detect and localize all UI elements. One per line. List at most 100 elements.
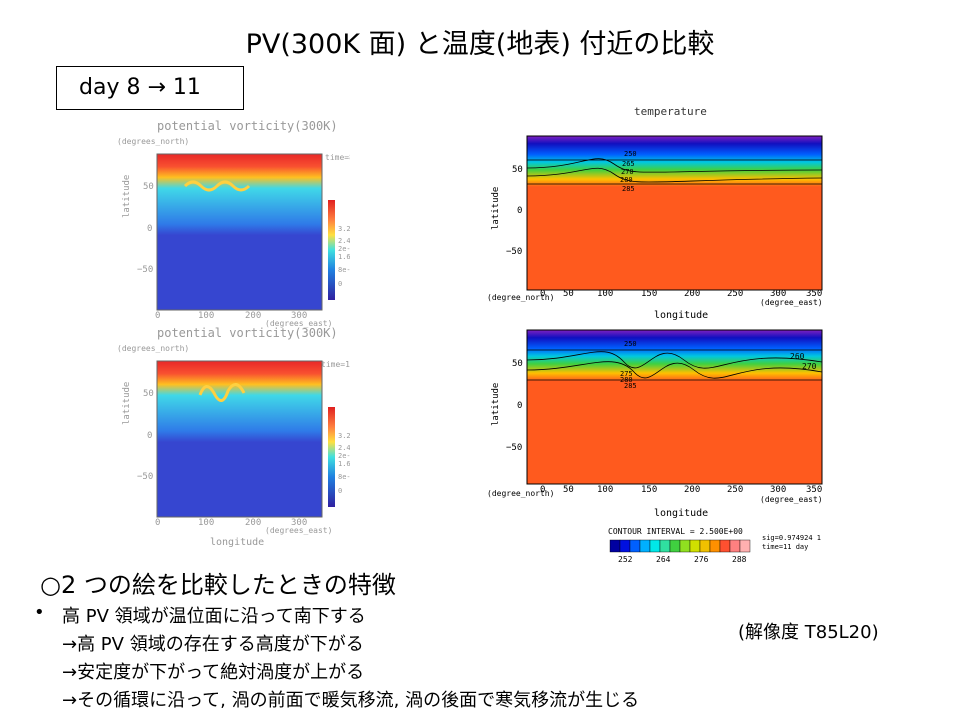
pv-plot-day11-svg: potential vorticity(300K) (degrees_north… <box>117 326 374 548</box>
temp-label: 285 <box>624 382 637 390</box>
colorbar-swatch <box>669 539 681 553</box>
summary-line-3: →安定度が下がって絶対渦度が上がる <box>62 662 365 683</box>
colorbar-swatch <box>629 539 641 553</box>
temp-ytick-0: 0 <box>517 206 522 216</box>
pv-frame <box>156 360 323 518</box>
pv-cbar-5: 8e-7 <box>338 473 350 481</box>
temperature-plot-bottom-svg: 250 260 270 275 280 285 latitude 50 0 −5… <box>487 329 823 519</box>
temp-xunit: (degree_east) <box>760 298 823 307</box>
colorbar-swatch <box>639 539 651 553</box>
temp-contours <box>526 349 823 381</box>
pv-ytick-0: 0 <box>147 224 152 234</box>
colorbar-sig: sig=0.974924 1 <box>762 534 821 542</box>
pv-cbar-1: 3.2e-6 <box>338 225 350 233</box>
bullet-mark: • <box>34 602 45 623</box>
pv-plot-day11: potential vorticity(300K) (degrees_north… <box>115 325 374 548</box>
temp-ytick-0: 0 <box>517 401 522 411</box>
temp-label: 270 <box>802 362 817 371</box>
colorbar-time: time=11 day <box>762 543 808 551</box>
pv-ytick-50: 50 <box>143 389 154 399</box>
pv-cbar-3: 2e-6 <box>338 245 350 253</box>
colorbar-swatch <box>689 539 701 553</box>
pv-ytick-50: 50 <box>143 182 154 192</box>
pv-cbar-3: 2e-6 <box>338 452 350 460</box>
temp-yunit: (degree_north) <box>487 489 554 498</box>
temp-ytick-50: 50 <box>512 165 523 175</box>
pv-ylabel: latitude <box>122 382 132 425</box>
pv-title: potential vorticity(300K) <box>157 326 338 340</box>
colorbar-swatch <box>739 539 751 553</box>
temp-label: 250 <box>624 340 637 348</box>
pv-time: time=11 day <box>321 360 350 369</box>
pv-xunit: (degrees_east) <box>265 319 332 328</box>
pv-ytick-m50: −50 <box>137 265 153 275</box>
temp-xtick: 50 <box>563 485 574 495</box>
pv-xtick-100: 100 <box>198 311 214 321</box>
temp-ytick-m50: −50 <box>506 247 522 257</box>
pv-wave <box>183 180 251 192</box>
temp-xtick: 100 <box>597 289 613 299</box>
contour-interval: CONTOUR INTERVAL = 2.500E+00 <box>608 527 743 536</box>
temp-xtick: 0 <box>540 289 545 299</box>
colorbar-swatch <box>719 539 731 553</box>
pv-cbar-6: 0 <box>338 280 342 288</box>
temp-label: 285 <box>622 185 635 193</box>
pv-xtick-0: 0 <box>155 518 160 528</box>
colorbar-swatch <box>699 539 711 553</box>
summary-line-4: →その循環に沿って, 渦の前面で暖気移流, 渦の後面で寒気移流が生じる <box>62 690 640 711</box>
pv-xtick-0: 0 <box>155 311 160 321</box>
temp-label: 280 <box>620 176 633 184</box>
pv-title: potential vorticity(300K) <box>157 119 338 133</box>
temperature-plot-top: temperature 250 265 270 280 285 latitude… <box>484 100 840 325</box>
temp-yunit: (degree_north) <box>487 293 554 302</box>
temp-frame <box>526 329 823 485</box>
temp-xtick: 50 <box>563 289 574 299</box>
pv-ytick-0: 0 <box>147 431 152 441</box>
pv-yunit: (degrees_north) <box>117 344 189 353</box>
colorbar-label: 276 <box>694 555 709 564</box>
pv-ytick-m50: −50 <box>137 472 153 482</box>
temp-ytick-m50: −50 <box>506 443 522 453</box>
temp-label: 280 <box>620 376 633 384</box>
temp-label: 265 <box>622 160 635 168</box>
temp-xtick: 350 <box>806 289 822 299</box>
summary-line-1: 高 PV 領域が温位面に沿って南下する <box>62 606 366 627</box>
temp-xtick: 100 <box>597 485 613 495</box>
pv-xtick-200: 200 <box>245 518 261 528</box>
temp-field <box>527 330 822 484</box>
temperature-plot-bottom: 250 260 270 275 280 285 latitude 50 0 −5… <box>484 326 840 522</box>
pv-field <box>157 361 322 517</box>
pv-xtick-200: 200 <box>245 311 261 321</box>
temp-xlabel: longitude <box>654 508 708 519</box>
pv-time: time=8 day <box>325 153 350 162</box>
pv-field <box>157 154 322 310</box>
colorbar-label: 252 <box>618 555 633 564</box>
colorbar-swatch <box>679 539 691 553</box>
pv-ylabel: latitude <box>122 175 132 218</box>
pv-colorbar <box>328 407 335 507</box>
temp-xtick: 0 <box>540 485 545 495</box>
pv-xunit: (degrees_east) <box>265 526 332 535</box>
pv-cbar-2: 2.4e-6 <box>338 444 350 452</box>
temp-ylabel: latitude <box>491 383 501 426</box>
pv-wave <box>198 383 246 402</box>
pv-cbar-5: 8e-7 <box>338 266 350 274</box>
temp-frame <box>526 135 823 291</box>
pv-yunit: (degrees_north) <box>117 137 189 146</box>
pv-xlabel: longitude <box>210 537 264 547</box>
temp-field <box>527 136 822 290</box>
pv-cbar-1: 3.2e-6 <box>338 432 350 440</box>
temp-xtick: 150 <box>641 485 657 495</box>
temp-label: 275 <box>620 370 633 378</box>
slide-title: PV(300K 面) と温度(地表) 付近の比較 <box>245 29 715 60</box>
pv-xtick-300: 300 <box>291 311 307 321</box>
temp-xunit: (degree_east) <box>760 495 823 504</box>
temperature-colorbar-svg: CONTOUR INTERVAL = 2.500E+00 sig=0.97492… <box>608 527 821 564</box>
temp-ylabel: latitude <box>491 187 501 230</box>
temp-xtick: 200 <box>684 289 700 299</box>
pv-frame <box>156 153 323 311</box>
colorbar-swatch <box>609 539 621 553</box>
pv-plot-day8-svg: potential vorticity(300K) (degrees_north… <box>117 119 373 328</box>
temperature-colorbar: CONTOUR INTERVAL = 2.500E+00 sig=0.97492… <box>600 524 840 570</box>
summary-heading: ○2 つの絵を比較したときの特徴 <box>40 571 396 599</box>
